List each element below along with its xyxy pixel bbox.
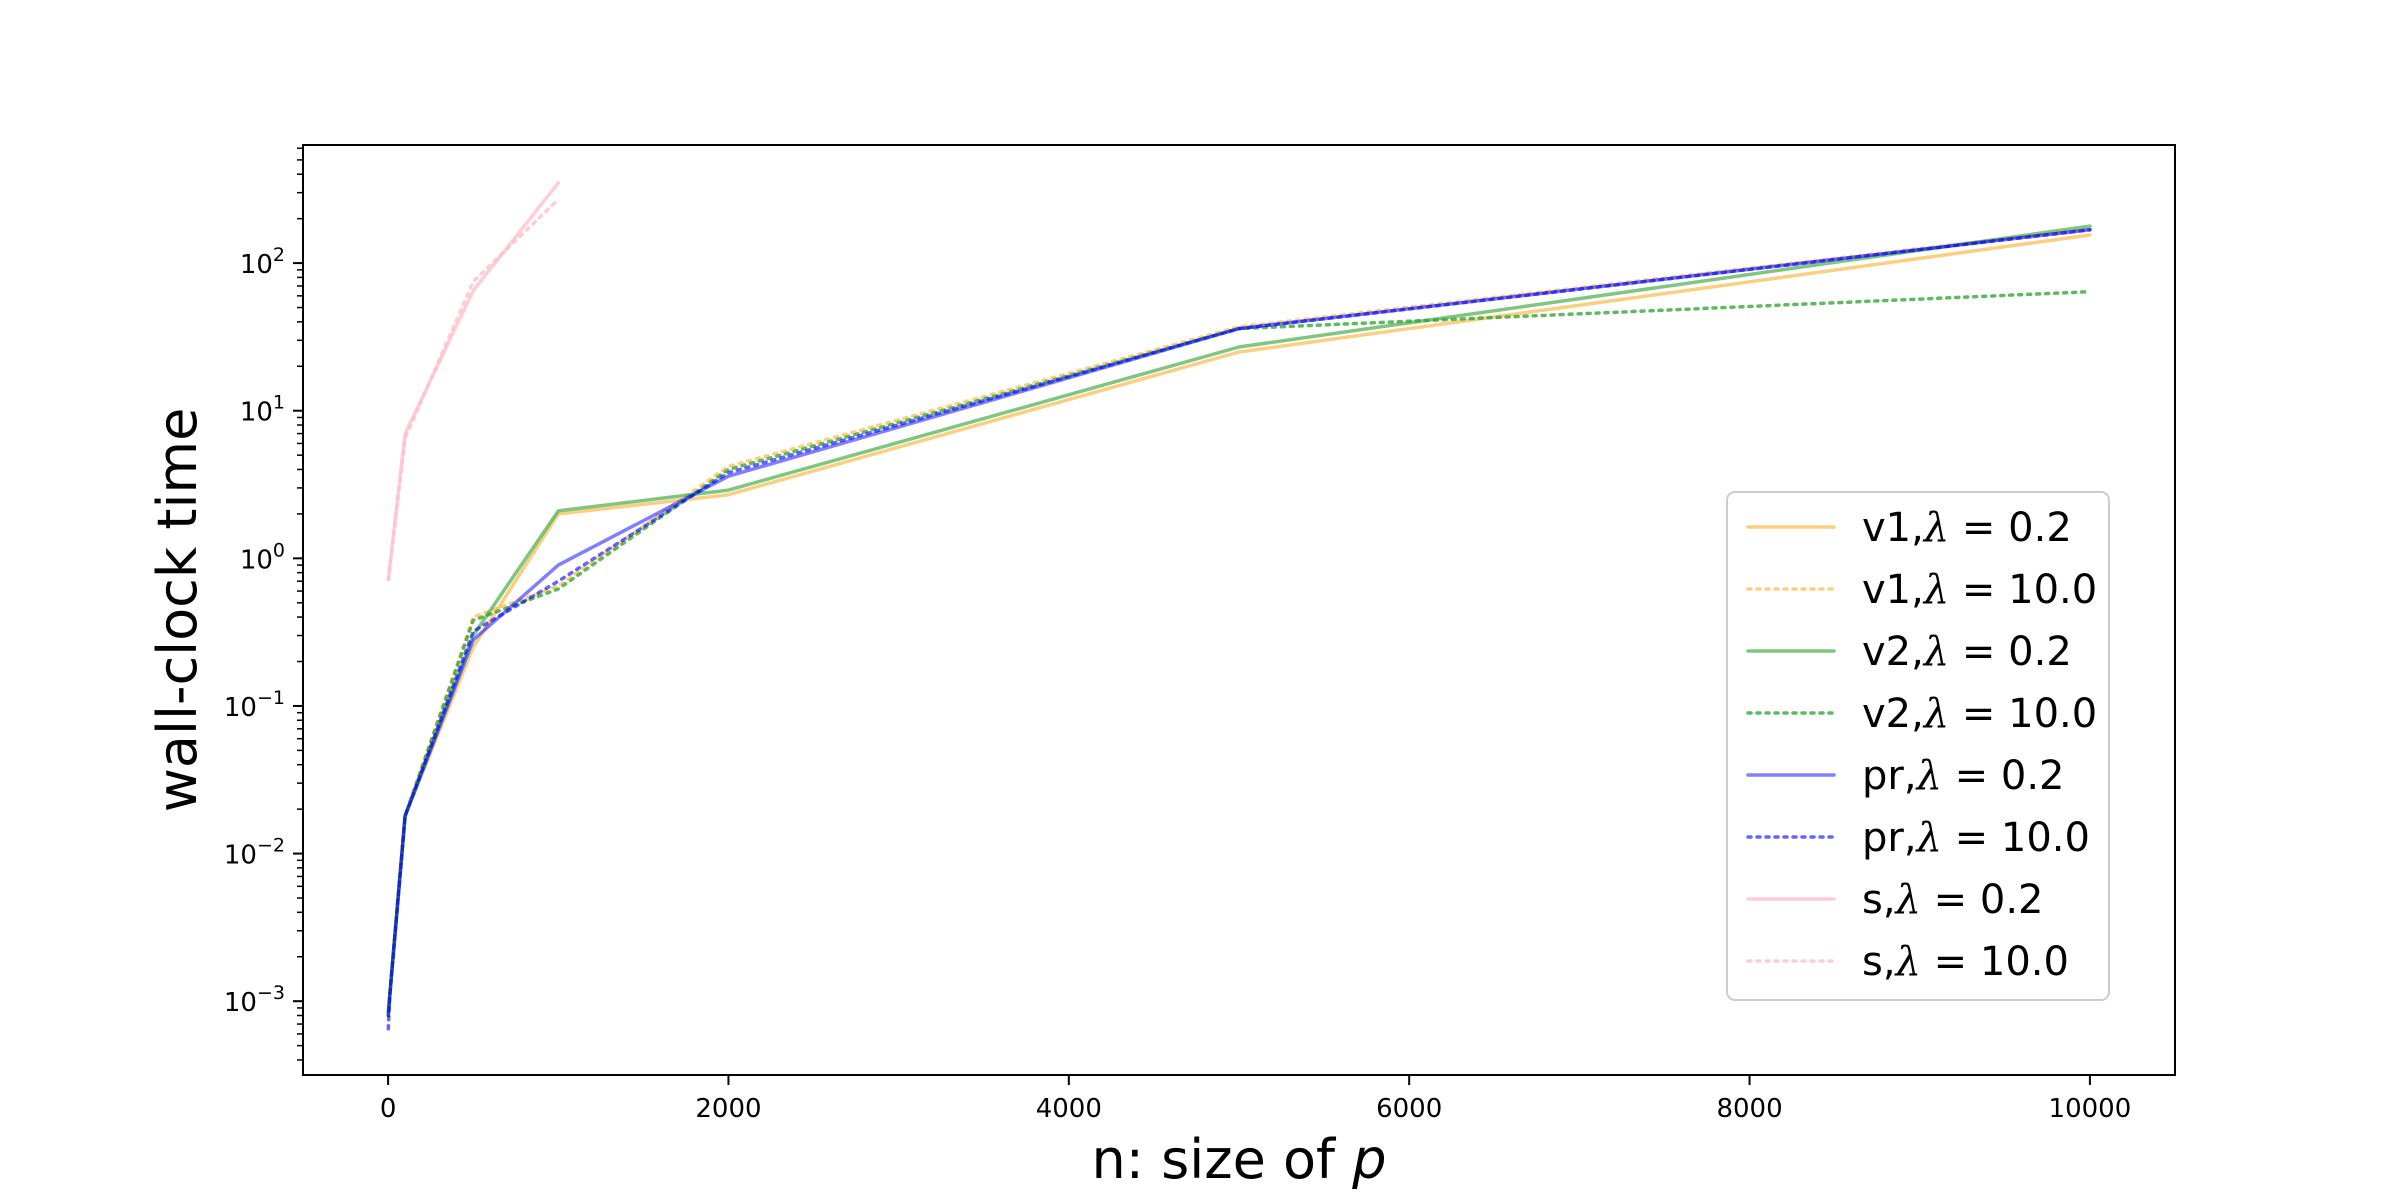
x-axis-title-variable: p — [1351, 1128, 1386, 1191]
y-tick-label-3: 100 — [240, 539, 285, 575]
x-tick-label-0: 0 — [380, 1094, 397, 1124]
y-tick-label-5: 102 — [240, 244, 285, 280]
legend-label-5: pr,λ = 10.0 — [1862, 815, 2090, 861]
x-tick-label-4: 8000 — [1716, 1094, 1782, 1124]
legend-label-1: v1,λ = 10.0 — [1862, 567, 2097, 613]
series-line-7 — [386, 197, 561, 582]
y-tick-label-0: 10−3 — [224, 982, 285, 1018]
series-line-5 — [386, 228, 2092, 1031]
plot-frame — [302, 144, 2176, 1076]
legend-label-0: v1,λ = 0.2 — [1862, 505, 2072, 551]
y-tick-label-1: 10−2 — [224, 835, 285, 871]
x-tick-label-2: 4000 — [1036, 1094, 1102, 1124]
x-axis: 0 2000 4000 6000 8000 10000 — [380, 1075, 2131, 1124]
legend-frame — [1726, 491, 2110, 1001]
x-axis-title: n: size of p — [1092, 1128, 1387, 1191]
x-tick-label-3: 6000 — [1376, 1094, 1442, 1124]
legend-label-2: v2,λ = 0.2 — [1862, 629, 2072, 675]
y-axis-title: wall-clock time — [146, 408, 209, 813]
legend-label-3: v2,λ = 10.0 — [1862, 691, 2097, 737]
series-lines — [386, 181, 2092, 1031]
legend: v1,λ = 0.2 v1,λ = 10.0 v2,λ = 0.2 v2,λ = 10… — [1726, 491, 2110, 1001]
y-axis: 10−3 10−2 10−1 100 101 102 — [224, 147, 303, 1061]
legend-label-7: s,λ = 10.0 — [1862, 939, 2069, 985]
x-tick-label-5: 10000 — [2049, 1094, 2132, 1124]
x-tick-label-1: 2000 — [695, 1094, 761, 1124]
y-tick-label-4: 101 — [240, 392, 285, 428]
legend-label-4: pr,λ = 0.2 — [1862, 753, 2064, 799]
y-tick-label-2: 10−1 — [224, 687, 285, 723]
legend-label-6: s,λ = 0.2 — [1862, 877, 2043, 923]
